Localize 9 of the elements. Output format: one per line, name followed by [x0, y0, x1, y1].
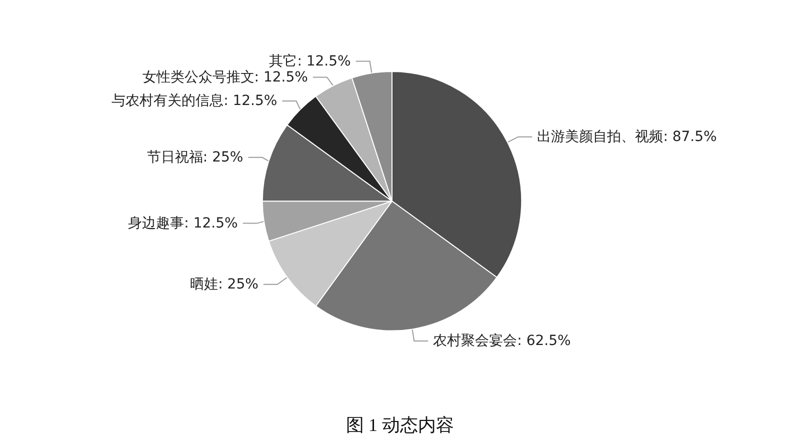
slice-label: 出游美颜自拍、视频: 87.5%: [537, 128, 717, 145]
slice-label: 女性类公众号推文: 12.5%: [142, 69, 308, 86]
slice-label: 与农村有关的信息: 12.5%: [112, 93, 278, 110]
slice-label: 晒娃: 25%: [190, 276, 258, 292]
text: 图 1 动态内容: [346, 415, 454, 435]
slice-label: 其它: 12.5%: [269, 53, 351, 70]
slice-label: 身边趣事: 12.5%: [128, 215, 238, 232]
slice-label: 节日祝福: 25%: [146, 149, 244, 166]
slice-label: 农村聚会宴会: 62.5%: [433, 333, 571, 350]
